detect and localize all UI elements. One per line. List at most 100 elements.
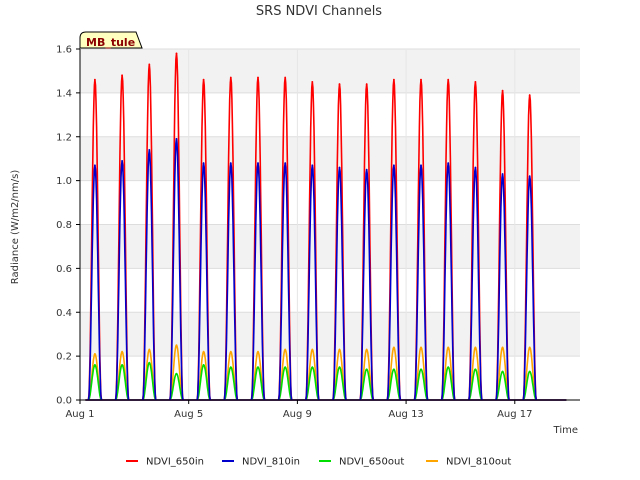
- data-point: [257, 366, 259, 368]
- data-point: [393, 164, 395, 167]
- data-point: [229, 162, 232, 165]
- data-point: [338, 366, 341, 368]
- data-point: [447, 366, 450, 368]
- data-point: [474, 81, 477, 83]
- x-tick-label: Aug 9: [283, 409, 312, 420]
- x-tick-label: Aug 13: [388, 409, 423, 420]
- data-point: [257, 76, 259, 79]
- y-tick-label: 0.2: [56, 352, 72, 363]
- data-point: [528, 370, 531, 373]
- data-point: [420, 164, 422, 167]
- data-point: [202, 350, 205, 353]
- data-point: [528, 175, 531, 178]
- site-badge-label: MB_tule: [86, 36, 135, 49]
- data-point: [175, 138, 178, 140]
- y-tick-label: 1.4: [56, 88, 72, 99]
- data-point: [365, 348, 368, 351]
- x-tick-label: Aug 5: [174, 409, 203, 420]
- data-point: [501, 173, 504, 175]
- legend-label: NDVI_650out: [339, 457, 404, 468]
- data-point: [474, 166, 477, 169]
- background-band: [80, 312, 580, 357]
- data-point: [175, 372, 178, 375]
- data-point: [365, 83, 368, 85]
- data-point: [338, 348, 341, 351]
- y-tick-label: 1.0: [56, 176, 72, 187]
- legend: NDVI_650in NDVI_810in NDVI_650out NDVI_810o…: [126, 457, 511, 468]
- y-tick-label: 0.0: [56, 396, 72, 407]
- series-line-ndvi-650out: [85, 361, 567, 401]
- data-point: [94, 353, 96, 355]
- data-point: [420, 78, 422, 81]
- data-point: [202, 364, 205, 366]
- data-point: [284, 348, 287, 351]
- data-point: [94, 164, 96, 167]
- data-point: [148, 63, 151, 66]
- y-tick-label: 0.4: [56, 308, 72, 319]
- y-axis-label: Radiance (W/m2/nm/s): [10, 170, 21, 285]
- data-point: [284, 366, 287, 368]
- data-point: [229, 366, 232, 368]
- data-point: [94, 78, 96, 81]
- background-band: [80, 224, 580, 269]
- data-point: [148, 149, 151, 151]
- data-point: [121, 74, 123, 77]
- y-tick-label: 1.2: [56, 132, 72, 143]
- data-point: [501, 346, 504, 349]
- y-tick-label: 0.8: [56, 220, 72, 231]
- chart-title: SRS NDVI Channels: [256, 4, 382, 19]
- data-point: [420, 346, 422, 349]
- data-point: [202, 78, 205, 81]
- data-point: [311, 348, 314, 351]
- data-point: [365, 368, 368, 371]
- background-band: [80, 49, 580, 93]
- data-point: [121, 160, 123, 162]
- data-point: [338, 166, 341, 169]
- data-point: [284, 76, 287, 79]
- data-point: [284, 162, 287, 165]
- legend-label: NDVI_810out: [446, 457, 511, 468]
- axes: 0.0 0.2 0.4 0.6 0.8 1.0 1.2 1.4 1.6 Aug 1 Aug 5 Aug…: [56, 45, 580, 420]
- data-point: [393, 78, 395, 81]
- y-tick-label: 0.6: [56, 264, 72, 275]
- data-point: [311, 366, 314, 368]
- x-tick-label: Aug 17: [497, 409, 532, 420]
- data-point: [338, 83, 341, 85]
- data-point: [474, 346, 477, 349]
- data-point: [175, 52, 178, 55]
- legend-label: NDVI_650in: [146, 457, 204, 468]
- site-badge: MB_tule: [79, 31, 143, 49]
- data-point: [420, 368, 422, 371]
- data-point: [148, 361, 151, 364]
- y-tick-label: 1.6: [56, 45, 72, 56]
- background-bands: [80, 49, 580, 357]
- data-point: [229, 350, 232, 353]
- data-point: [447, 162, 450, 165]
- data-point: [175, 344, 178, 347]
- legend-label: NDVI_810in: [242, 457, 300, 468]
- data-point: [501, 370, 504, 373]
- background-band: [80, 136, 580, 181]
- data-point: [393, 368, 395, 371]
- data-point: [311, 164, 314, 167]
- data-point: [393, 346, 395, 349]
- data-point: [257, 350, 259, 353]
- data-point: [501, 89, 504, 92]
- x-tick-label: Aug 1: [65, 409, 94, 420]
- data-point: [447, 78, 450, 81]
- data-point: [311, 81, 314, 83]
- data-point: [121, 364, 123, 366]
- data-point: [121, 350, 123, 353]
- data-point: [447, 346, 450, 349]
- data-point: [202, 162, 205, 165]
- data-point: [148, 348, 151, 351]
- data-point: [528, 94, 531, 96]
- data-point: [365, 168, 368, 171]
- data-point: [94, 364, 96, 366]
- data-point: [229, 76, 232, 79]
- data-point: [528, 346, 531, 349]
- x-axis-label: Time: [553, 425, 578, 436]
- data-point: [257, 162, 259, 165]
- data-point: [474, 368, 477, 371]
